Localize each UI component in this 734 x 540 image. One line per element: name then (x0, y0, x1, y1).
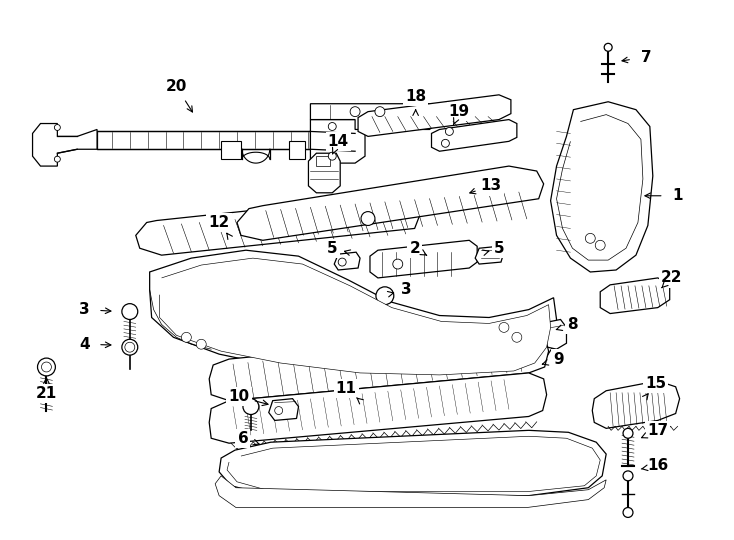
Text: 8: 8 (567, 317, 578, 332)
Polygon shape (269, 399, 299, 421)
Circle shape (376, 287, 394, 305)
Polygon shape (600, 278, 669, 314)
Text: 17: 17 (647, 423, 669, 438)
Circle shape (623, 471, 633, 481)
Polygon shape (310, 104, 440, 130)
Circle shape (338, 258, 346, 266)
Polygon shape (32, 124, 97, 166)
Circle shape (499, 322, 509, 332)
Text: 18: 18 (405, 89, 426, 104)
Text: 15: 15 (645, 376, 666, 392)
Circle shape (441, 139, 449, 147)
Polygon shape (219, 430, 606, 496)
Polygon shape (288, 141, 305, 159)
Text: 3: 3 (401, 282, 412, 298)
Polygon shape (227, 436, 600, 492)
Text: 19: 19 (448, 104, 470, 119)
Polygon shape (310, 119, 365, 163)
Circle shape (196, 339, 206, 349)
Text: 22: 22 (661, 271, 683, 286)
Polygon shape (215, 476, 606, 508)
Polygon shape (150, 250, 556, 379)
Text: 14: 14 (327, 134, 349, 149)
Circle shape (446, 127, 454, 136)
Polygon shape (308, 153, 340, 193)
Circle shape (623, 508, 633, 517)
Text: 11: 11 (335, 381, 357, 396)
Text: 2: 2 (410, 241, 420, 256)
Circle shape (623, 428, 633, 438)
Text: 13: 13 (481, 178, 501, 193)
Polygon shape (209, 373, 547, 443)
Circle shape (125, 342, 135, 352)
Polygon shape (358, 95, 511, 137)
Circle shape (54, 156, 60, 162)
Circle shape (275, 407, 283, 415)
Circle shape (181, 332, 192, 342)
Circle shape (350, 107, 360, 117)
Text: 20: 20 (166, 79, 187, 94)
Polygon shape (334, 252, 360, 270)
Circle shape (42, 362, 51, 372)
Polygon shape (159, 258, 550, 375)
Polygon shape (592, 381, 680, 428)
Text: 12: 12 (208, 215, 230, 230)
Polygon shape (221, 141, 241, 159)
Polygon shape (237, 166, 544, 240)
Text: 10: 10 (228, 389, 250, 404)
Polygon shape (97, 131, 310, 149)
Polygon shape (209, 329, 548, 401)
Circle shape (328, 152, 336, 160)
Polygon shape (556, 114, 643, 260)
Text: 21: 21 (36, 386, 57, 401)
Circle shape (361, 212, 375, 226)
Text: 1: 1 (672, 188, 683, 203)
Polygon shape (432, 119, 517, 151)
Polygon shape (136, 196, 420, 255)
Circle shape (604, 43, 612, 51)
Polygon shape (537, 320, 567, 349)
Circle shape (243, 399, 259, 415)
Circle shape (512, 332, 522, 342)
Text: 7: 7 (641, 50, 651, 65)
Circle shape (122, 303, 138, 320)
Circle shape (122, 339, 138, 355)
Circle shape (54, 125, 60, 131)
Circle shape (375, 107, 385, 117)
Text: 5: 5 (327, 241, 338, 256)
Text: 9: 9 (553, 352, 564, 367)
Text: 5: 5 (494, 241, 504, 256)
Circle shape (37, 358, 55, 376)
Polygon shape (370, 240, 477, 278)
Circle shape (585, 233, 595, 244)
Polygon shape (316, 156, 330, 166)
Circle shape (595, 240, 606, 250)
Text: 3: 3 (79, 302, 90, 317)
Text: 4: 4 (79, 337, 90, 352)
Polygon shape (550, 102, 653, 272)
Text: 16: 16 (647, 458, 669, 474)
Circle shape (393, 259, 403, 269)
Text: 6: 6 (238, 431, 248, 445)
Polygon shape (475, 246, 504, 264)
Circle shape (328, 123, 336, 131)
